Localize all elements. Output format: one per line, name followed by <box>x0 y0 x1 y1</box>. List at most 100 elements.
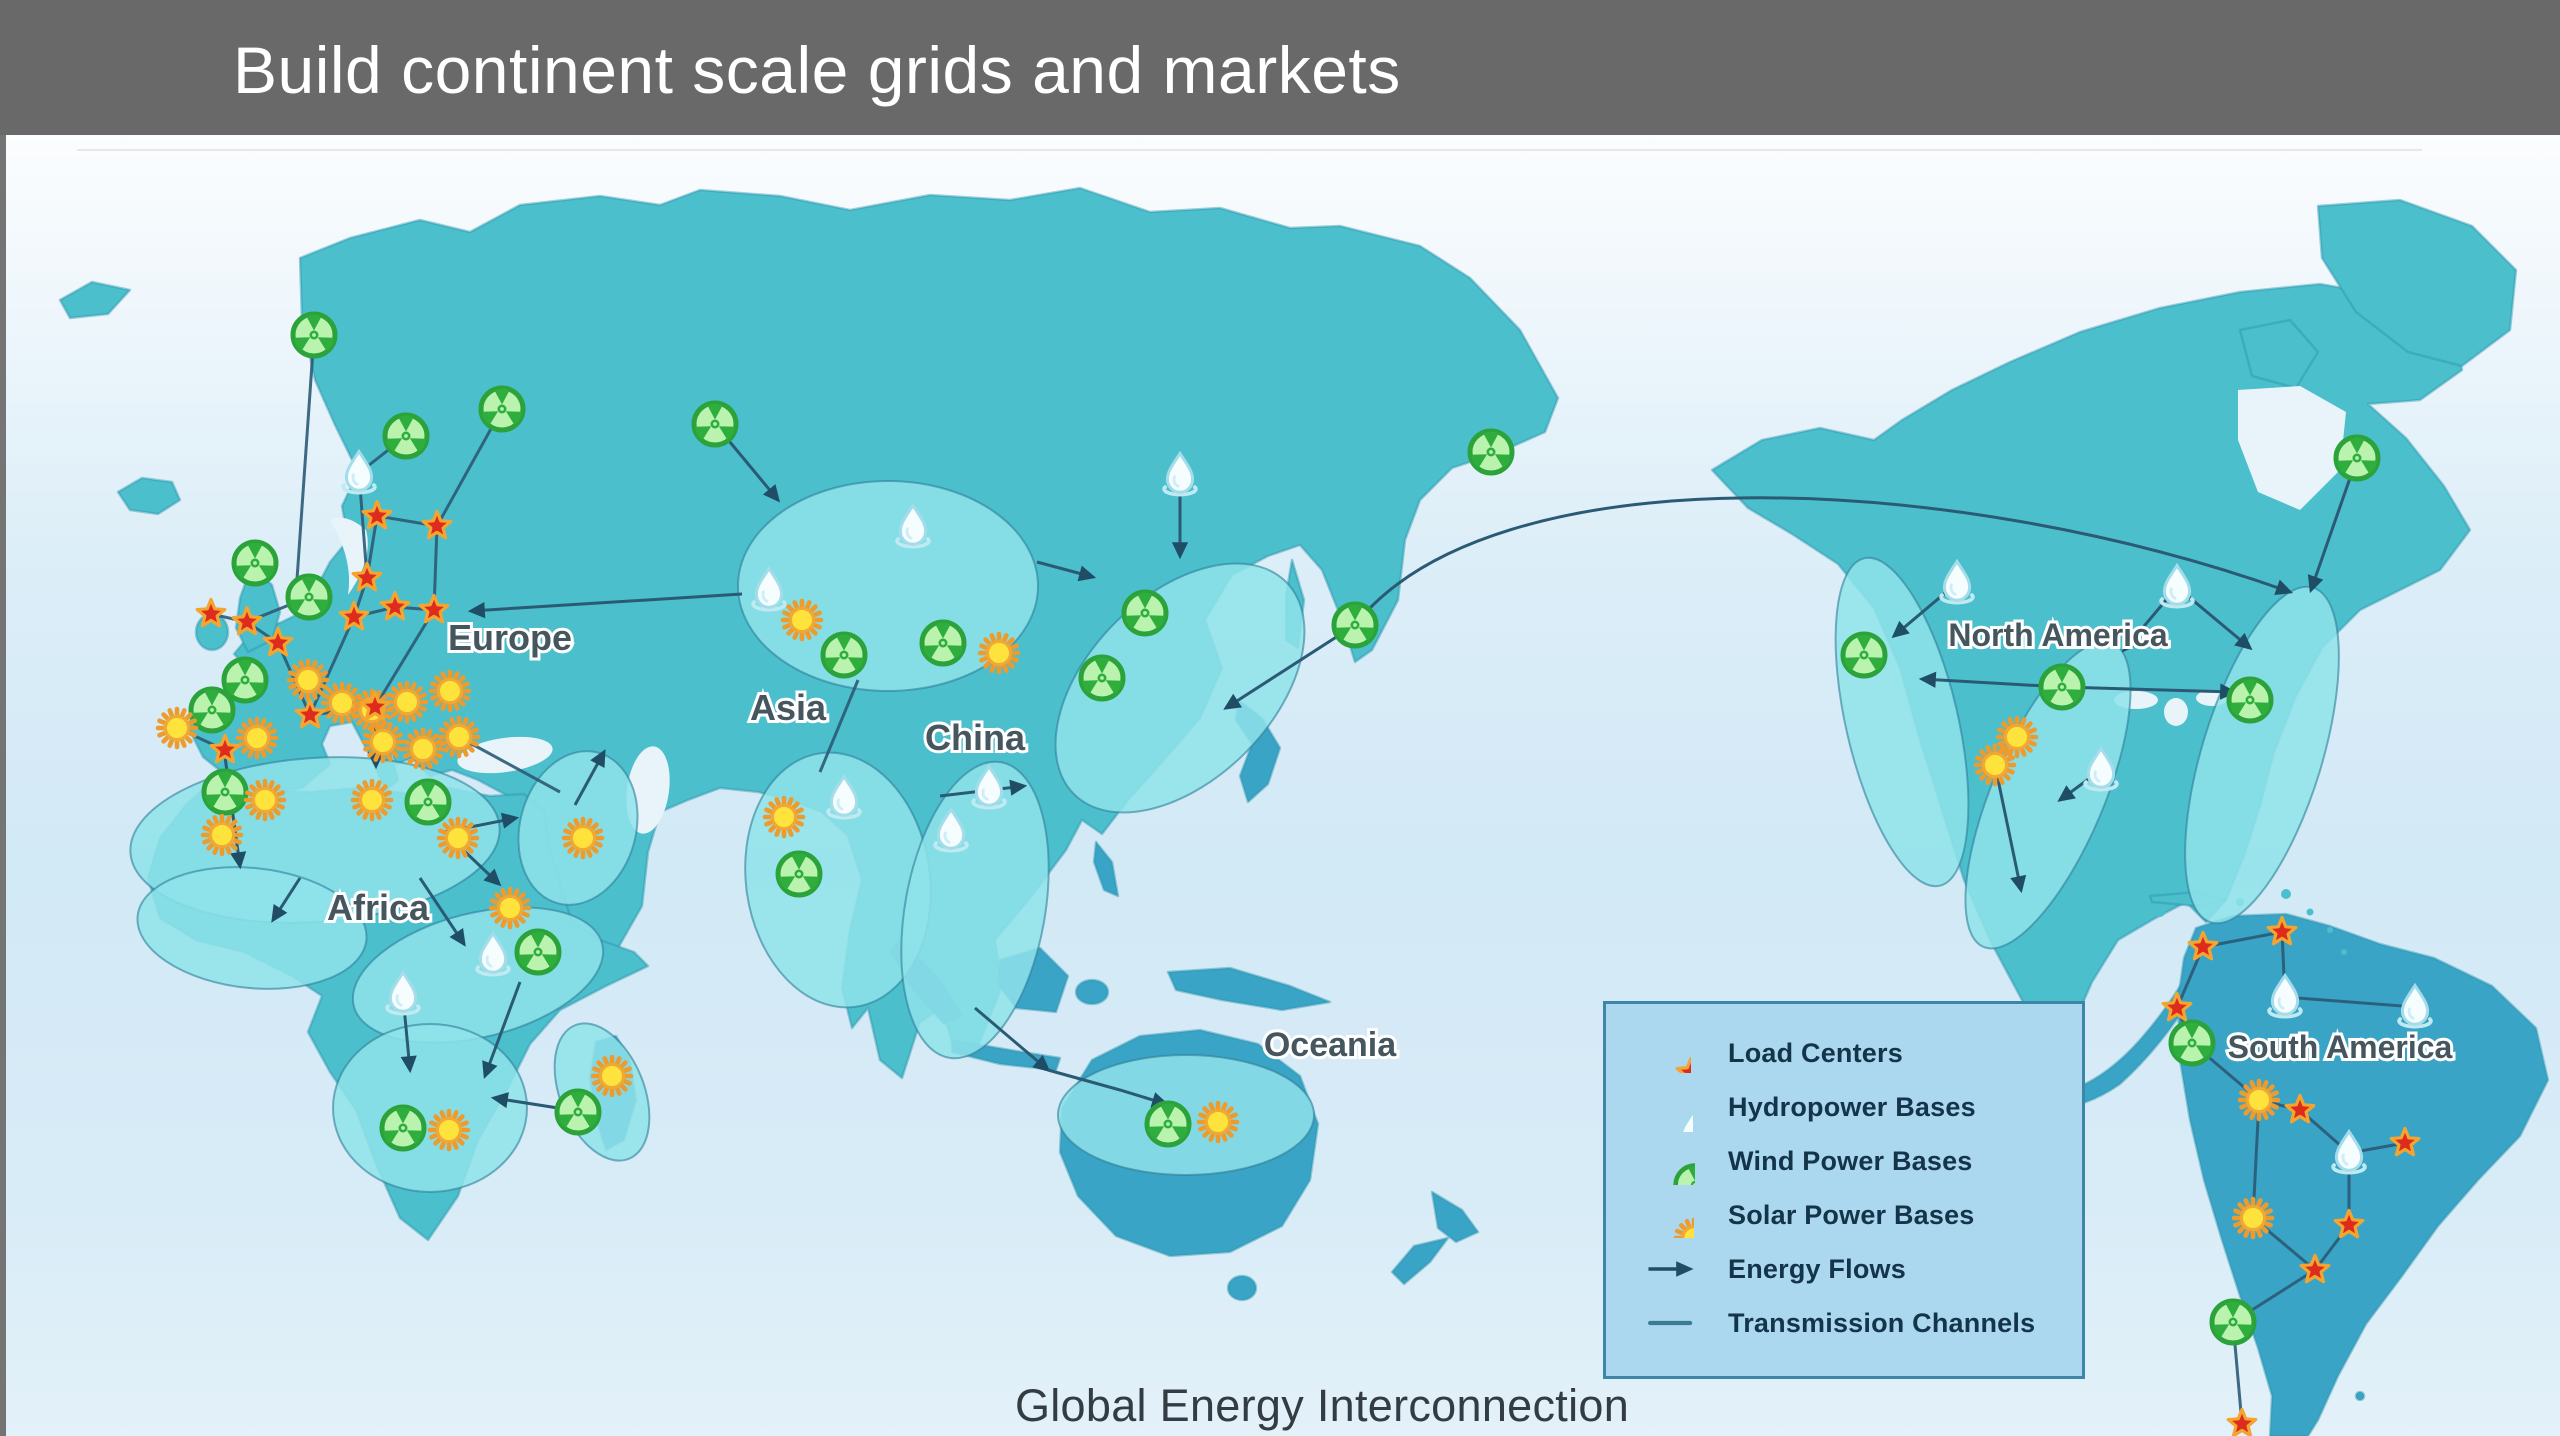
landmass-south-america <box>2176 912 2550 1436</box>
solar-power-base-marker <box>404 730 442 768</box>
landmass-greenland-tip <box>58 280 132 320</box>
landmass-iceland <box>116 476 182 516</box>
transmission-channel <box>293 334 316 609</box>
energy-flow-arrow <box>1993 764 2027 894</box>
wind-power-base-marker <box>922 622 965 664</box>
continent-label: Africa <box>327 887 430 928</box>
energy-flow-arrow <box>271 877 302 923</box>
wind-power-base-marker <box>694 403 737 445</box>
continent-label: Europe <box>448 617 572 658</box>
solar-power-base-marker <box>765 798 803 836</box>
wind-power-base-marker <box>204 771 247 813</box>
arrow-icon <box>1642 1245 1700 1293</box>
solar-power-base-marker <box>439 819 477 857</box>
wind-power-base-marker <box>778 853 821 895</box>
continent-label: Asia <box>750 687 827 728</box>
island-caribbean <box>2327 927 2333 933</box>
wind-power-base-marker <box>382 1107 425 1149</box>
continent-label: Oceania <box>1264 1026 1397 1064</box>
island-caribbean <box>2155 907 2165 917</box>
solar-icon <box>1642 1191 1700 1239</box>
energy-flow-arrow <box>467 592 743 619</box>
island-caribbean <box>2306 908 2314 916</box>
map-legend: Load Centers Hydropower Bases Wind Power B… <box>1603 1001 2085 1379</box>
wind-power-base-marker <box>2212 1301 2255 1343</box>
energy-flow-arrow <box>418 877 466 947</box>
legend-item-label: Transmission Channels <box>1728 1307 2036 1338</box>
legend-rows: Load Centers Hydropower Bases Wind Power B… <box>1606 1026 2082 1350</box>
energy-flow-arrow <box>1223 623 1356 710</box>
wind-icon <box>1642 1137 1700 1185</box>
island-caribbean <box>2281 889 2291 899</box>
wind-power-base-marker <box>191 689 234 731</box>
legend-item: Hydropower Bases <box>1606 1080 2082 1134</box>
landmass-uk <box>234 563 282 654</box>
wind-power-base-marker <box>1843 634 1886 676</box>
landmass-baffin <box>2238 318 2320 390</box>
solar-power-base-marker <box>289 661 327 699</box>
legend-item-label: Load Centers <box>1728 1037 1903 1068</box>
solar-power-base-marker <box>431 672 469 710</box>
legend-item: Load Centers <box>1606 1026 2082 1080</box>
solar-power-base-marker <box>238 719 276 757</box>
solar-power-base-marker <box>783 601 821 639</box>
wind-power-base-marker <box>288 576 331 618</box>
map-caption: Global Energy Interconnection <box>1014 1380 1630 1431</box>
wind-power-base-marker <box>1147 1103 1190 1145</box>
landmass-nz-north <box>1430 1190 1480 1244</box>
wind-power-base-marker <box>224 659 267 701</box>
legend-item: Transmission Channels <box>1606 1296 2082 1350</box>
slide-title-bar: Build continent scale grids and markets <box>0 0 2560 135</box>
solar-power-base-marker <box>246 781 284 819</box>
landmass-falklands <box>2354 1390 2366 1402</box>
landmass-greenland <box>2316 198 2518 368</box>
wind-power-base-marker <box>293 314 336 356</box>
landmass-new-guinea <box>1166 966 1332 1012</box>
solar-power-base-marker <box>1998 718 2036 756</box>
transmission-channel <box>2284 995 2416 1009</box>
solar-power-base-marker <box>158 709 196 747</box>
energy-flow-arrow <box>1047 1068 1170 1108</box>
transmission-channel <box>818 679 860 773</box>
energy-flow-arrow <box>1353 496 2294 626</box>
hydro-icon <box>1642 1083 1700 1132</box>
map-top-rule <box>77 149 2422 151</box>
island-caribbean <box>2341 949 2347 955</box>
legend-item: Energy Flows <box>1606 1242 2082 1296</box>
energy-flow-arrow <box>482 981 522 1080</box>
continent-label: South America <box>2228 1029 2453 1065</box>
wind-power-base-marker <box>2229 679 2272 721</box>
wind-power-base-marker <box>1470 431 1513 473</box>
solar-power-base-marker <box>364 723 402 761</box>
wind-power-base-marker <box>557 1091 600 1133</box>
wind-power-base-marker <box>2171 1022 2214 1064</box>
legend-item: Solar Power Bases <box>1606 1188 2082 1242</box>
energy-flow-arrow <box>490 1092 559 1110</box>
wind-power-base-marker <box>1124 592 1167 634</box>
wind-power-base-marker <box>407 781 450 823</box>
solar-power-base-marker <box>353 781 391 819</box>
legend-item-label: Hydropower Bases <box>1728 1091 1976 1122</box>
solar-power-base-marker <box>2240 1081 2278 1119</box>
landmass-sulawesi <box>1074 978 1110 1006</box>
wind-power-base-marker <box>2336 437 2379 479</box>
legend-item-label: Energy Flows <box>1728 1253 1906 1284</box>
solar-power-base-marker <box>203 816 241 854</box>
solar-power-base-marker <box>491 889 529 927</box>
slide-title: Build continent scale grids and markets <box>233 33 1401 107</box>
legend-item: Wind Power Bases <box>1606 1134 2082 1188</box>
solar-power-base-marker <box>980 634 1018 672</box>
slide-left-edge <box>0 135 6 1436</box>
sea-hudson-bay <box>2238 386 2346 510</box>
transmission-channel <box>373 609 436 708</box>
energy-flow-arrow <box>974 1006 1051 1073</box>
legend-item-label: Wind Power Bases <box>1728 1145 1973 1176</box>
solar-power-base-marker <box>1976 746 2014 784</box>
continent-label: China <box>925 717 1026 758</box>
energy-base-region <box>1054 562 1306 814</box>
energy-flow-arrow <box>2061 683 2238 700</box>
wind-power-base-marker <box>517 931 560 973</box>
lake-michigan <box>2164 698 2188 726</box>
solar-power-base-marker <box>440 718 478 756</box>
